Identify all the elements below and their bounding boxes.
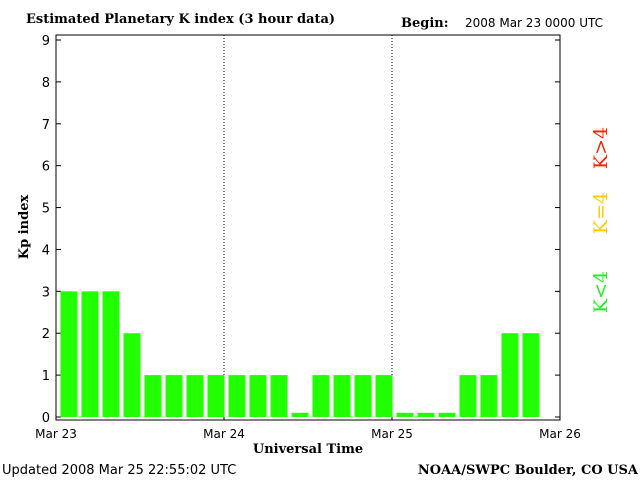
- legend: K<4 K=4 K>4: [590, 127, 612, 313]
- x-tick-label: Mar 26: [539, 427, 581, 441]
- kp-bar: [207, 375, 225, 417]
- kp-bar: [480, 375, 498, 417]
- kp-bar: [333, 375, 351, 417]
- y-tick-label: 4: [42, 243, 50, 258]
- kp-bar: [375, 375, 393, 417]
- x-axis-label: Universal Time: [253, 442, 363, 457]
- day-separators: [223, 35, 393, 420]
- kp-bar: [186, 375, 204, 417]
- kp-bar: [501, 333, 519, 417]
- y-tick-label: 7: [42, 118, 50, 133]
- begin-value: 2008 Mar 23 0000 UTC: [465, 16, 603, 30]
- legend-item: K<4: [590, 271, 612, 313]
- y-tick-label: 1: [42, 369, 50, 384]
- y-tick-label: 0: [42, 411, 50, 426]
- kp-bar: [81, 291, 99, 417]
- y-axis-label: Kp index: [17, 195, 32, 260]
- y-tick-label: 3: [42, 285, 50, 300]
- plot-frame: [55, 34, 561, 421]
- kp-bar: [522, 333, 540, 417]
- bar-series: [60, 291, 540, 417]
- updated-text: Updated 2008 Mar 25 22:55:02 UTC: [2, 463, 236, 478]
- y-tick-label: 6: [42, 160, 50, 175]
- kp-bar: [396, 412, 414, 417]
- kp-bar: [123, 333, 141, 417]
- y-tick-label: 5: [42, 202, 50, 217]
- kp-bar: [249, 375, 267, 417]
- kp-bar: [291, 412, 309, 417]
- source-text: NOAA/SWPC Boulder, CO USA: [418, 463, 639, 478]
- kp-bar: [312, 375, 330, 417]
- y-tick-label: 9: [42, 34, 50, 49]
- kp-bar: [270, 375, 288, 417]
- kp-bar: [60, 291, 78, 417]
- y-tick-label: 2: [42, 327, 50, 342]
- x-tick-label: Mar 24: [203, 427, 245, 441]
- kp-bar: [438, 412, 456, 417]
- x-axis-ticks: Mar 23 Mar 24 Mar 25 Mar 26: [35, 415, 581, 441]
- legend-item: K>4: [590, 127, 612, 169]
- kp-bar: [459, 375, 477, 417]
- x-tick-label: Mar 23: [35, 427, 77, 441]
- begin-label: Begin:: [401, 16, 449, 31]
- legend-item: K=4: [590, 192, 612, 234]
- kp-bar: [228, 375, 246, 417]
- kp-bar: [354, 375, 372, 417]
- y-tick-label: 8: [42, 76, 50, 91]
- chart-title: Estimated Planetary K index (3 hour data…: [26, 12, 335, 27]
- kp-bar: [417, 412, 435, 417]
- kp-bar: [165, 375, 183, 417]
- y-axis-ticks: 0 1 2 3 4 5 6 7 8 9: [42, 34, 560, 426]
- kp-bar: [102, 291, 120, 417]
- x-tick-label: Mar 25: [371, 427, 413, 441]
- kp-bar: [144, 375, 162, 417]
